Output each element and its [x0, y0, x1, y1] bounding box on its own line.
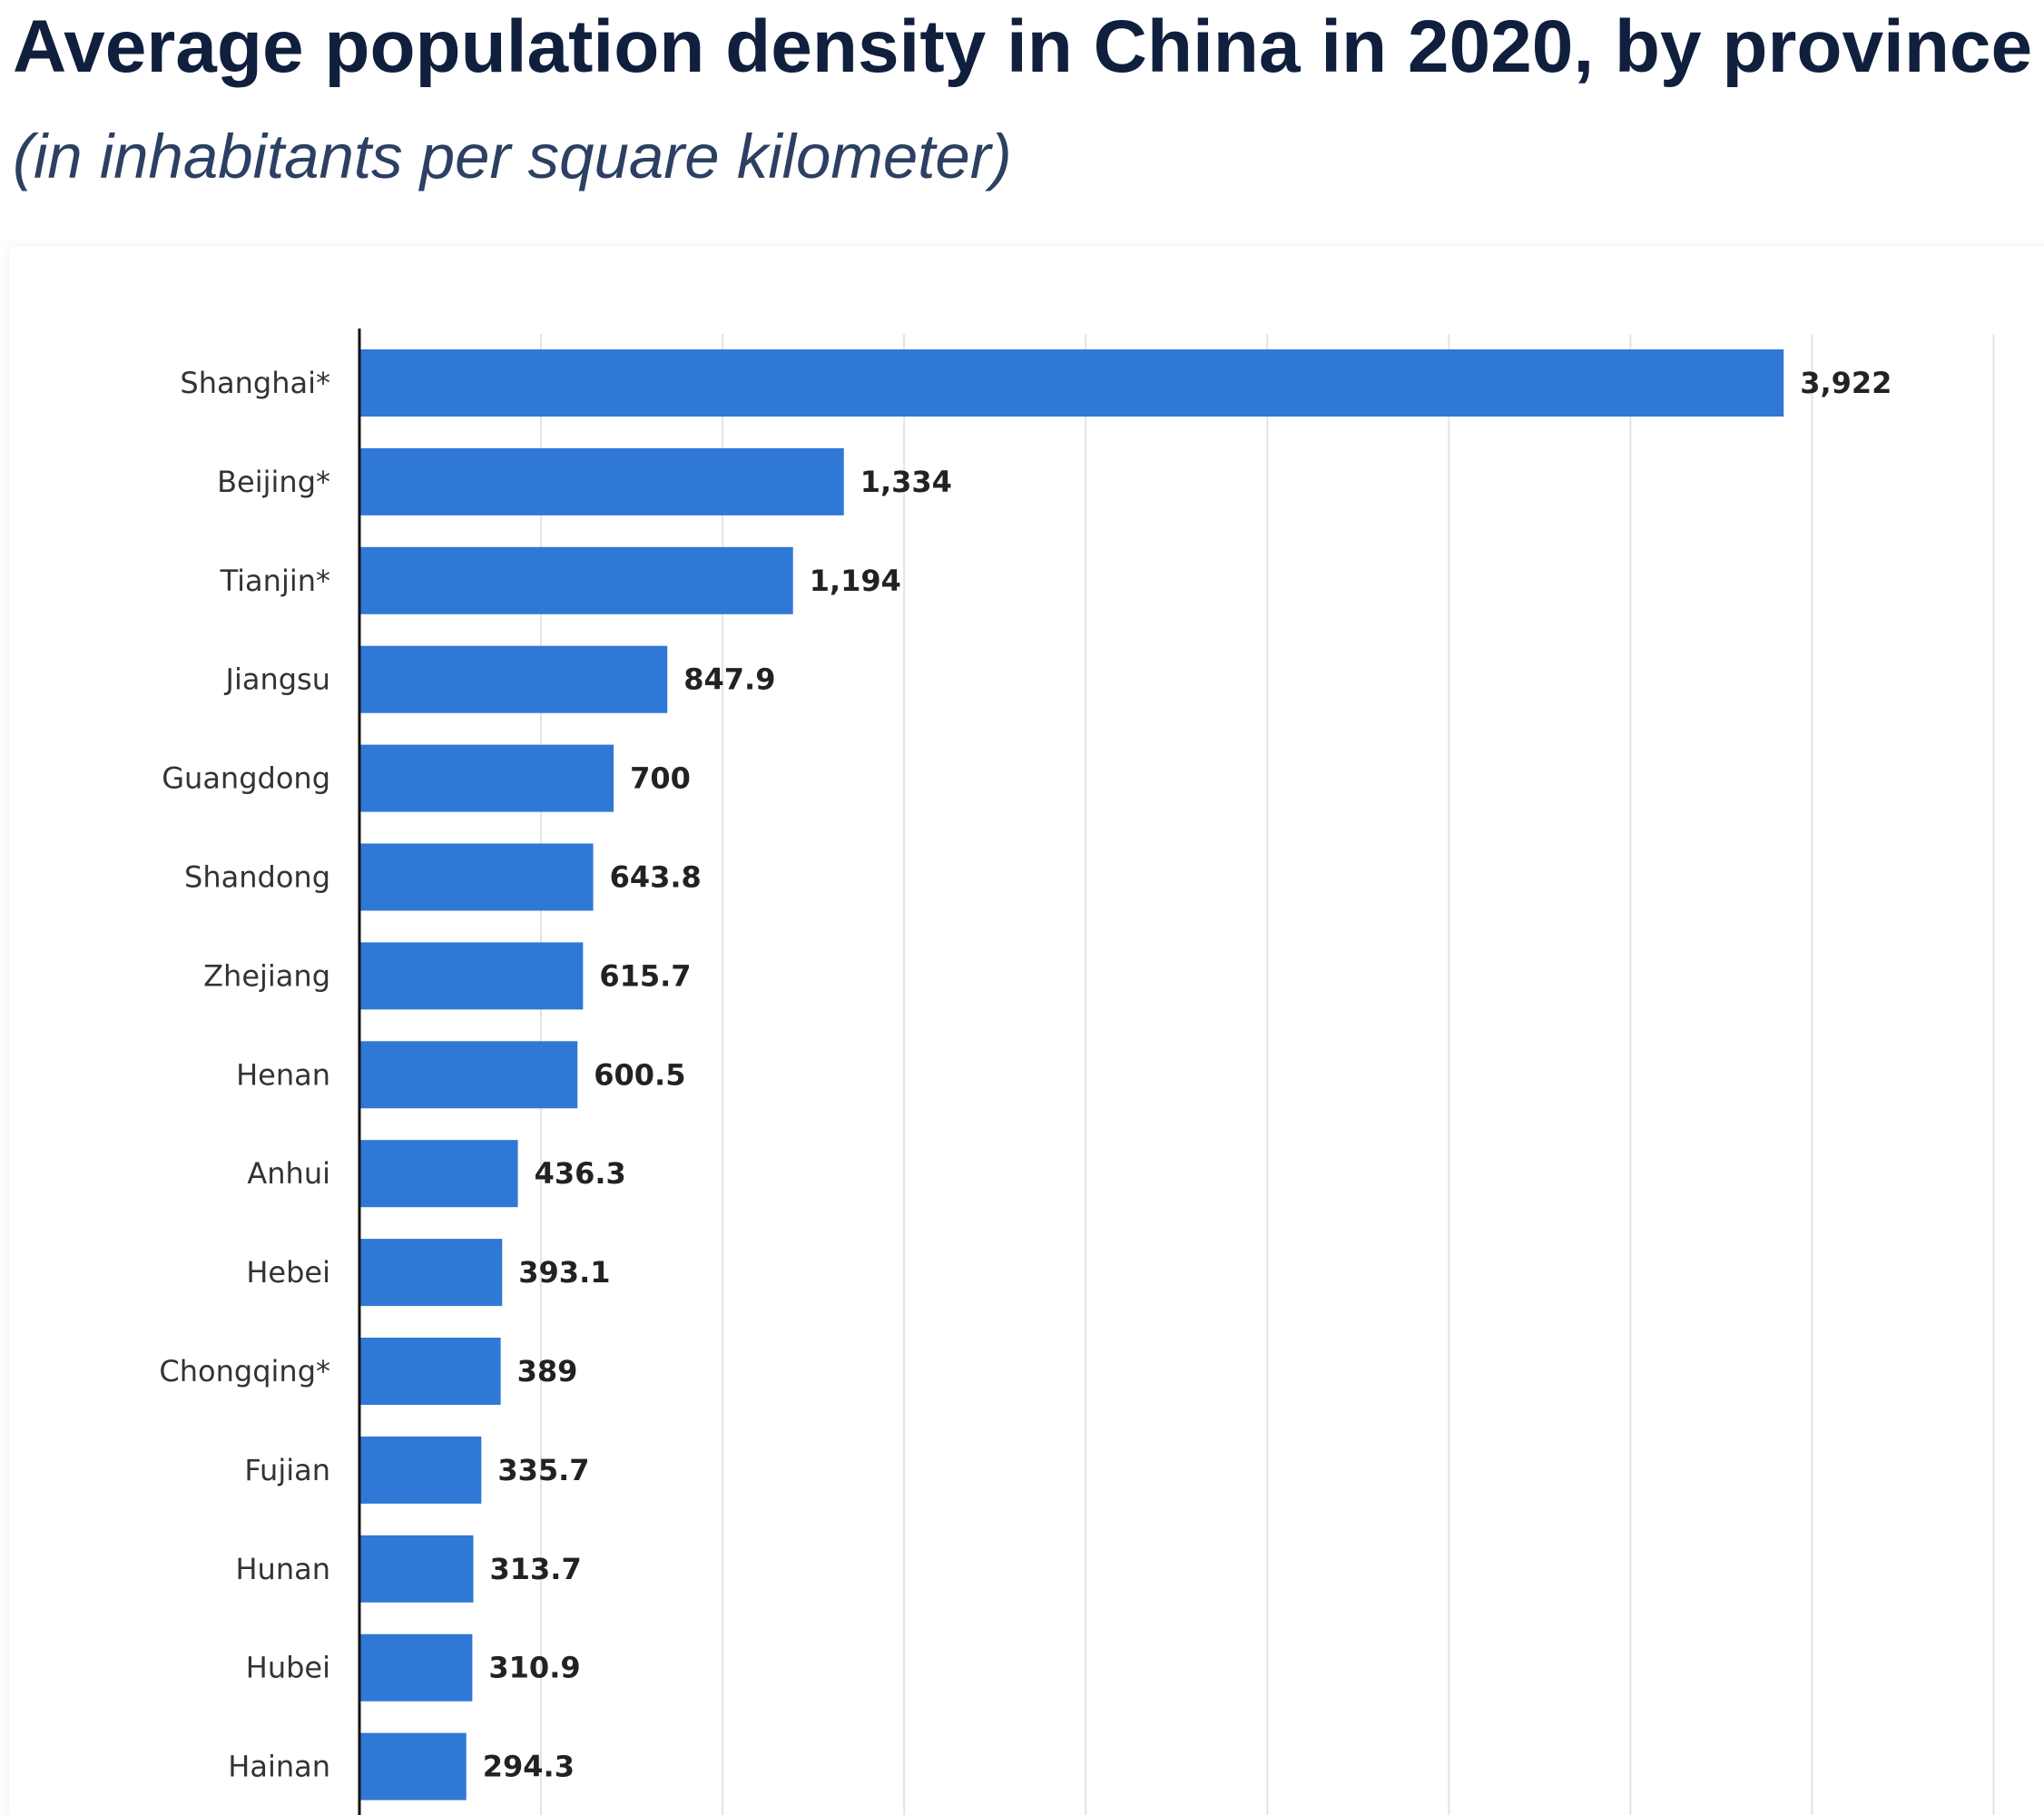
chart-title: Average population density in China in 2…: [13, 5, 2033, 88]
bar[interactable]: [359, 1239, 503, 1307]
value-label: 643.8: [610, 860, 702, 895]
bars: [359, 349, 1784, 1800]
category-label: Zhejiang: [203, 958, 330, 993]
category-label: Tianjin*: [220, 564, 330, 598]
category-label: Shandong: [184, 860, 330, 895]
bar[interactable]: [359, 645, 668, 713]
bar[interactable]: [359, 843, 594, 911]
value-label: 313.7: [490, 1552, 582, 1586]
bar[interactable]: [359, 942, 584, 1010]
bar[interactable]: [359, 1041, 578, 1109]
value-labels: 3,922 1,334 1,194 847.9 700 643.8 615.7 600.5 43…: [483, 366, 1892, 1784]
chart-card: Shanghai* Beijing* Tianjin* Jiangsu Guangdon…: [9, 247, 2044, 1815]
category-label: Chongqing*: [159, 1354, 330, 1388]
bar[interactable]: [359, 1732, 467, 1800]
bar[interactable]: [359, 349, 1784, 417]
value-label: 294.3: [483, 1750, 575, 1784]
value-label: 615.7: [599, 958, 691, 993]
bar-chart: Shanghai* Beijing* Tianjin* Jiangsu Guangdon…: [159, 329, 1995, 1815]
category-label: Hunan: [235, 1552, 330, 1586]
bar[interactable]: [359, 546, 793, 614]
category-label: Anhui: [247, 1156, 330, 1191]
value-label: 3,922: [1800, 366, 1892, 400]
value-label: 335.7: [497, 1453, 589, 1487]
category-label: Jiangsu: [224, 662, 330, 697]
category-label: Guangdong: [162, 761, 330, 796]
category-label: Fujian: [244, 1453, 330, 1487]
category-label: Hainan: [228, 1750, 330, 1784]
value-label: 1,194: [810, 564, 901, 598]
value-label: 389: [517, 1354, 578, 1388]
bar[interactable]: [359, 1535, 474, 1603]
category-label: Henan: [236, 1057, 330, 1092]
value-label: 1,334: [860, 465, 952, 499]
category-label: Shanghai*: [180, 366, 330, 400]
value-label: 436.3: [535, 1156, 626, 1191]
category-label: Hebei: [246, 1255, 330, 1290]
bar[interactable]: [359, 744, 614, 812]
bar[interactable]: [359, 1436, 482, 1504]
bar[interactable]: [359, 1140, 518, 1208]
value-label: 847.9: [683, 662, 775, 697]
value-label: 393.1: [518, 1255, 610, 1290]
category-labels: Shanghai* Beijing* Tianjin* Jiangsu Guangdon…: [159, 366, 330, 1784]
category-label: Hubei: [246, 1651, 330, 1685]
chart-subtitle: (in inhabitants per square kilometer): [13, 122, 1012, 191]
value-label: 310.9: [488, 1651, 580, 1685]
category-label: Beijing*: [217, 465, 330, 499]
value-label: 600.5: [594, 1057, 685, 1092]
bar[interactable]: [359, 447, 844, 515]
bar[interactable]: [359, 1338, 501, 1405]
value-label: 700: [630, 761, 691, 796]
bar[interactable]: [359, 1634, 473, 1702]
